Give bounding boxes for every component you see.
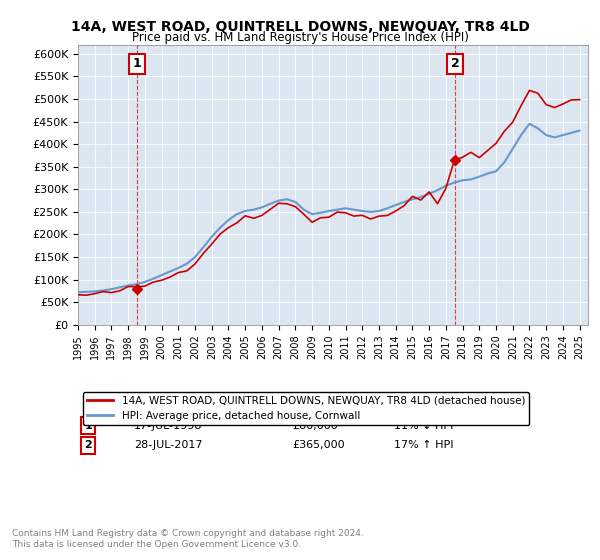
- Text: £365,000: £365,000: [292, 440, 345, 450]
- Text: Contains HM Land Registry data © Crown copyright and database right 2024.
This d: Contains HM Land Registry data © Crown c…: [12, 529, 364, 549]
- Text: 28-JUL-2017: 28-JUL-2017: [134, 440, 203, 450]
- Legend: 14A, WEST ROAD, QUINTRELL DOWNS, NEWQUAY, TR8 4LD (detached house), HPI: Average: 14A, WEST ROAD, QUINTRELL DOWNS, NEWQUAY…: [83, 391, 529, 425]
- Text: 1: 1: [85, 421, 92, 431]
- Text: 14A, WEST ROAD, QUINTRELL DOWNS, NEWQUAY, TR8 4LD: 14A, WEST ROAD, QUINTRELL DOWNS, NEWQUAY…: [71, 20, 529, 34]
- Text: 11% ↓ HPI: 11% ↓ HPI: [394, 421, 454, 431]
- Text: 1: 1: [133, 57, 142, 70]
- Text: 17-JUL-1998: 17-JUL-1998: [134, 421, 203, 431]
- Text: 2: 2: [451, 57, 460, 70]
- Text: 17% ↑ HPI: 17% ↑ HPI: [394, 440, 454, 450]
- Text: 2: 2: [85, 440, 92, 450]
- Text: Price paid vs. HM Land Registry's House Price Index (HPI): Price paid vs. HM Land Registry's House …: [131, 31, 469, 44]
- Text: £80,000: £80,000: [292, 421, 338, 431]
